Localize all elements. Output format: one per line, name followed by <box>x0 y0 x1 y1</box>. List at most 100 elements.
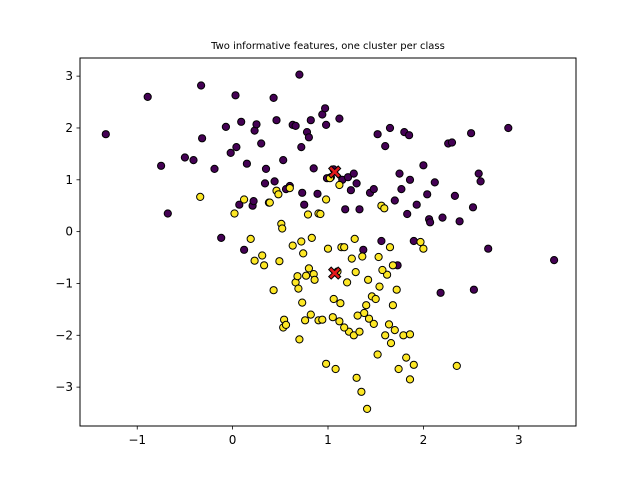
class-0-point <box>226 148 235 157</box>
class-0-point <box>295 70 304 79</box>
centroid-marker <box>327 165 342 179</box>
x-axis: −1 0 1 2 3 <box>128 426 523 447</box>
class-0-point <box>101 130 110 139</box>
class-1-point <box>297 237 306 246</box>
class-1-point <box>340 243 349 252</box>
class-0-point <box>467 129 476 138</box>
class-1-point <box>385 243 395 252</box>
class-1-point <box>269 286 278 295</box>
class-1-point <box>419 244 428 253</box>
class-0-point <box>468 203 478 212</box>
class-0-point <box>409 236 418 246</box>
class-0-point <box>221 122 230 132</box>
class-1-point <box>285 184 294 193</box>
class-1-point <box>375 282 384 291</box>
class-1-point <box>350 234 359 243</box>
class-1-point <box>306 310 315 319</box>
class-0-point <box>242 159 251 168</box>
class-0-point <box>426 218 435 227</box>
class-0-point <box>157 161 166 170</box>
class-0-point <box>257 139 266 148</box>
class-1-point <box>240 195 249 204</box>
class-0-point <box>180 153 189 162</box>
class-1-point <box>299 249 308 258</box>
chart-title: Two informative features, one cluster pe… <box>210 41 445 52</box>
class-1-point <box>301 316 310 325</box>
class-0-point <box>369 185 378 194</box>
class-0-point <box>269 93 278 103</box>
class-1-point <box>331 364 340 374</box>
class-1-point <box>363 404 372 413</box>
class-0-point <box>197 81 206 90</box>
class-1-point <box>307 233 316 242</box>
class-0-point <box>412 200 421 209</box>
class-1-point <box>335 317 344 326</box>
class-0-point <box>300 200 309 209</box>
class-0-point <box>419 161 428 170</box>
class-1-point <box>371 294 380 304</box>
class-0-point <box>313 189 322 198</box>
class-0-point <box>447 138 457 147</box>
y-tick-label: 3 <box>65 69 73 83</box>
class-1-point <box>293 272 302 281</box>
class-0-point <box>198 134 207 143</box>
class-0-point <box>341 205 350 214</box>
x-tick-label: 1 <box>324 433 332 447</box>
y-tick-label: −2 <box>55 328 73 342</box>
class-0-point <box>423 190 432 199</box>
y-tick-label: 1 <box>65 173 73 187</box>
class-1-point <box>402 353 411 362</box>
class-1-point <box>390 326 399 335</box>
class-0-point <box>322 120 331 130</box>
x-tick-label: 3 <box>515 433 523 447</box>
class-1-point <box>392 285 401 294</box>
class-0-point <box>349 169 358 178</box>
class-1-point <box>318 315 327 324</box>
plot-area <box>80 58 576 426</box>
class-0-point <box>261 164 271 173</box>
class-0-point <box>232 143 241 152</box>
class-1-point <box>303 210 313 219</box>
class-0-point <box>381 142 390 151</box>
class-0-point <box>405 131 414 140</box>
class-1-point <box>275 257 284 266</box>
class-1-point <box>384 320 394 329</box>
class-1-point <box>405 375 415 384</box>
class-1-point <box>230 209 239 218</box>
class-0-point <box>210 164 219 173</box>
class-1-point <box>322 195 331 204</box>
class-0-point <box>279 156 288 165</box>
class-0-point <box>352 179 361 188</box>
class-1-point <box>260 261 269 270</box>
class-1-point <box>329 294 338 304</box>
y-tick-label: −3 <box>55 380 73 394</box>
class-1-point <box>358 252 367 261</box>
class-1-point <box>281 320 291 329</box>
class-1-point <box>405 330 415 339</box>
class-0-point <box>390 196 399 205</box>
class-0-point <box>231 91 240 100</box>
class-1-point <box>250 256 259 265</box>
class-1-point <box>288 241 297 250</box>
class-1-point <box>357 387 366 396</box>
class-0-point <box>484 244 493 253</box>
class-1-point <box>352 373 361 382</box>
class-0-point <box>504 123 513 133</box>
x-tick-label: 2 <box>420 433 428 447</box>
class-1-point <box>298 298 307 307</box>
class-1-point <box>381 331 390 340</box>
class-1-point <box>310 275 319 284</box>
class-0-point <box>436 288 445 297</box>
class-0-point <box>189 156 198 165</box>
class-1-point <box>278 224 287 233</box>
class-1-point <box>383 270 392 279</box>
class-1-point <box>274 190 283 199</box>
class-0-point <box>272 116 281 125</box>
class-1-point <box>302 271 311 280</box>
class-0-point <box>237 117 246 126</box>
class-0-point <box>304 133 313 142</box>
class-0-point <box>306 116 315 125</box>
class-1-point <box>378 265 387 275</box>
class-1-point <box>355 327 364 336</box>
